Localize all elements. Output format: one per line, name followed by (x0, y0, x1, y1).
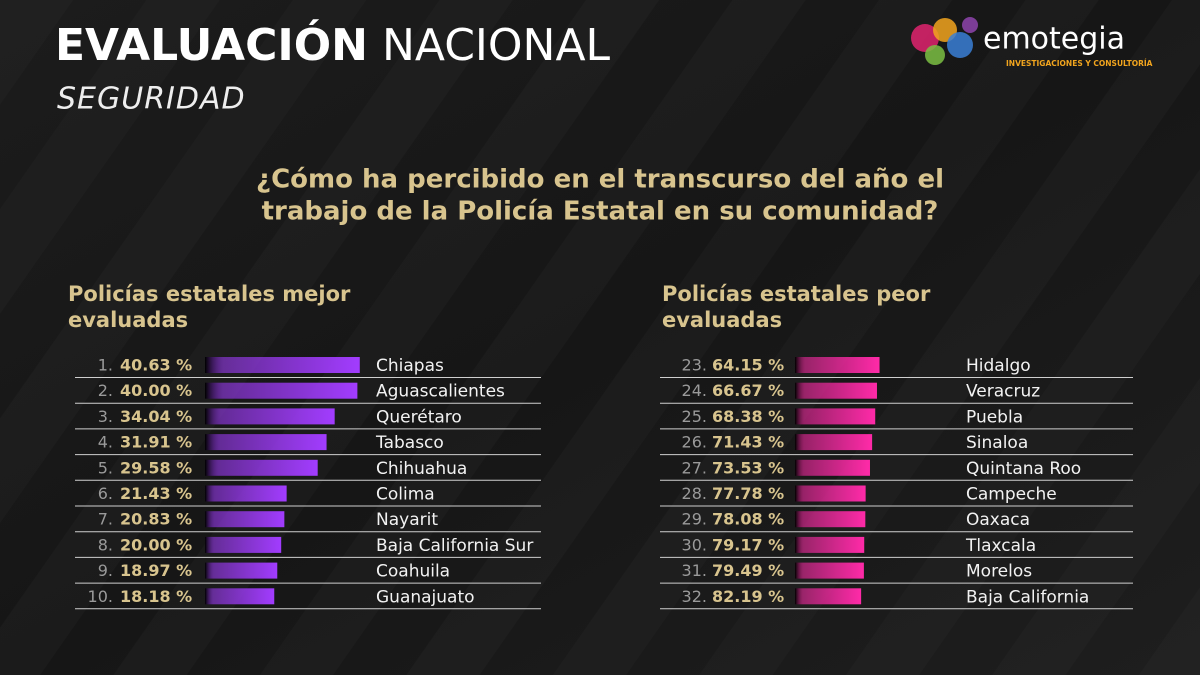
rank: 24. (682, 381, 707, 400)
category-label: Campeche (966, 485, 1057, 505)
bar (205, 562, 278, 579)
rank: 23. (682, 356, 707, 375)
title: EVALUACIÓN NACIONAL (55, 18, 611, 71)
rank: 9. (98, 561, 113, 580)
category-label: Tabasco (375, 433, 444, 453)
rank: 32. (682, 587, 707, 606)
logo: emotegia INVESTIGACIONES Y CONSULTORÍA (911, 17, 1153, 68)
category-label: Oaxaca (966, 510, 1030, 530)
value-label: 18.18 % (120, 587, 192, 606)
rank: 30. (682, 535, 707, 554)
value-label: 66.67 % (712, 381, 784, 400)
category-label: Veracruz (966, 382, 1040, 402)
panel-title: Policías estatales peor (662, 282, 931, 306)
bar (205, 434, 327, 451)
bar (205, 408, 335, 425)
bar (795, 588, 862, 605)
logo-shape (962, 17, 978, 33)
value-label: 29.58 % (120, 458, 192, 477)
title-light: NACIONAL (382, 20, 611, 71)
category-label: Sinaloa (966, 433, 1028, 453)
rank: 10. (88, 587, 113, 606)
bar (795, 536, 865, 553)
bar (795, 382, 877, 399)
category-label: Quintana Roo (966, 459, 1081, 479)
category-label: Baja California Sur (376, 536, 533, 556)
value-label: 77.78 % (712, 484, 784, 503)
title-bold: EVALUACIÓN (55, 18, 368, 71)
rank: 4. (98, 433, 113, 452)
bar (205, 357, 360, 373)
value-label: 73.53 % (712, 458, 784, 477)
value-label: 40.00 % (120, 381, 192, 400)
rank: 6. (98, 484, 113, 503)
rank: 27. (682, 458, 707, 477)
logo-shape (947, 32, 973, 58)
value-label: 20.83 % (120, 510, 192, 529)
rank: 25. (682, 407, 707, 426)
bar (205, 459, 318, 476)
value-label: 64.15 % (712, 356, 784, 375)
category-label: Guanajuato (376, 587, 475, 607)
value-label: 68.38 % (712, 407, 784, 426)
value-label: 18.97 % (120, 561, 192, 580)
value-label: 78.08 % (712, 510, 784, 529)
rank: 29. (682, 510, 707, 529)
category-label: Chiapas (376, 356, 444, 376)
bar (795, 357, 880, 373)
category-label: Tlaxcala (965, 536, 1036, 556)
bar (795, 485, 866, 502)
rank: 26. (682, 433, 707, 452)
value-label: 79.49 % (712, 561, 784, 580)
brand-tagline: INVESTIGACIONES Y CONSULTORÍA (1006, 59, 1153, 68)
value-label: 40.63 % (120, 356, 192, 375)
bar (205, 588, 275, 605)
question: trabajo de la Policía Estatal en su comu… (262, 197, 939, 227)
bar (795, 562, 864, 579)
bar (205, 536, 282, 553)
rank: 1. (98, 356, 113, 375)
value-label: 21.43 % (120, 484, 192, 503)
value-label: 34.04 % (120, 407, 192, 426)
rank: 31. (682, 561, 707, 580)
bar (205, 511, 285, 528)
rank: 2. (98, 381, 113, 400)
rank: 5. (98, 458, 113, 477)
value-label: 20.00 % (120, 535, 192, 554)
bar (795, 511, 866, 528)
bar (795, 459, 870, 476)
bar (205, 485, 287, 502)
category-label: Aguascalientes (376, 382, 505, 402)
panel-title: evaluadas (662, 308, 782, 332)
bar (795, 408, 876, 425)
subtitle: SEGURIDAD (57, 82, 246, 117)
category-label: Puebla (966, 407, 1023, 427)
category-label: Nayarit (376, 510, 438, 530)
category-label: Hidalgo (966, 356, 1031, 376)
category-label: Colima (376, 485, 435, 505)
logo-shape (925, 45, 945, 65)
question: ¿Cómo ha percibido en el transcurso del … (256, 165, 944, 195)
category-label: Morelos (966, 562, 1032, 582)
value-label: 82.19 % (712, 587, 784, 606)
category-label: Chihuahua (376, 459, 467, 479)
rank: 8. (98, 535, 113, 554)
bar (795, 434, 873, 451)
value-label: 71.43 % (712, 433, 784, 452)
value-label: 31.91 % (120, 433, 192, 452)
value-label: 79.17 % (712, 535, 784, 554)
rank: 3. (98, 407, 113, 426)
category-label: Querétaro (376, 407, 462, 427)
bar (205, 382, 358, 399)
category-label: Coahuila (376, 562, 450, 582)
rank: 28. (682, 484, 707, 503)
panel-title: Policías estatales mejor (68, 282, 351, 306)
category-label: Baja California (966, 587, 1089, 607)
logo-shape (911, 24, 939, 52)
brand: emotegia (983, 22, 1125, 57)
panel-title: evaluadas (68, 308, 188, 332)
rank: 7. (98, 510, 113, 529)
